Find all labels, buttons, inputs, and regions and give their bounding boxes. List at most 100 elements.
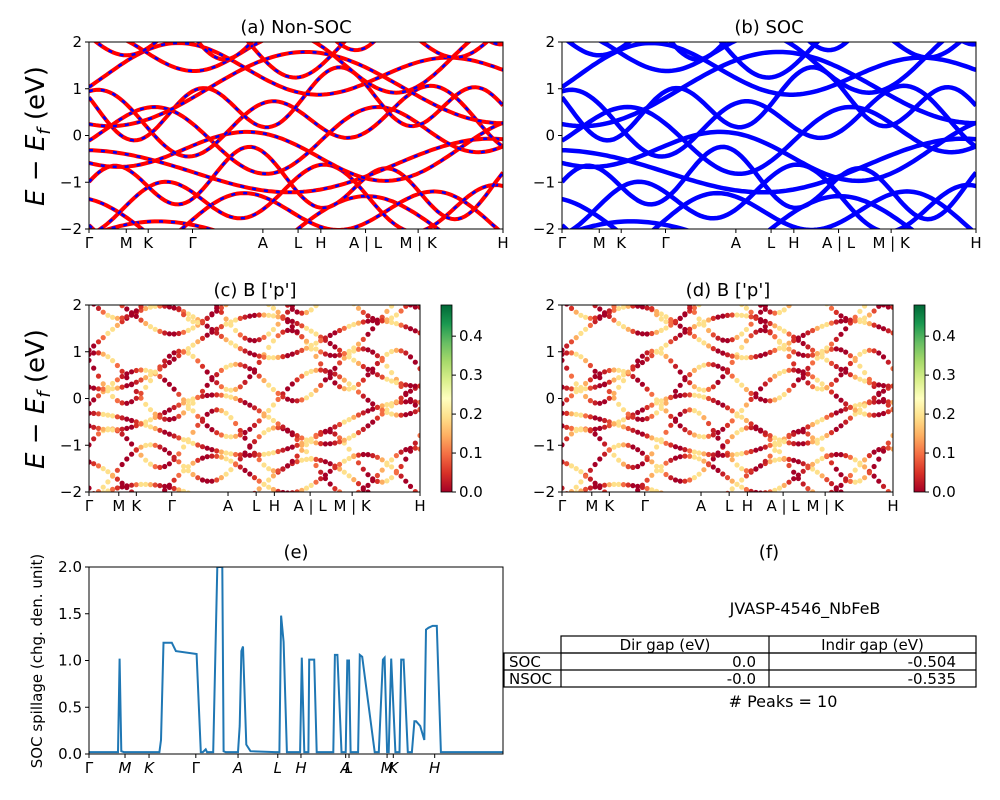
band-point: [91, 297, 96, 302]
band-point: [95, 393, 102, 399]
band-point: [247, 366, 253, 372]
band-point: [261, 334, 267, 340]
band-point: [242, 500, 247, 505]
band-point: [668, 442, 674, 448]
table-row-label: SOC: [509, 653, 541, 671]
band-point: [805, 371, 811, 377]
band-point: [730, 272, 735, 277]
band-point: [635, 358, 641, 364]
band-point: [885, 409, 891, 415]
band-point: [143, 367, 149, 373]
band-point: [786, 462, 792, 469]
band-point: [143, 299, 148, 304]
band-point: [824, 522, 829, 527]
band-point: [143, 401, 149, 407]
band-point: [606, 395, 612, 401]
band-point: [739, 305, 745, 308]
band-point: [730, 520, 735, 525]
band-point: [119, 368, 125, 374]
band-point: [862, 319, 868, 325]
band-point: [204, 411, 210, 417]
band-point: [739, 331, 745, 337]
band-point: [639, 331, 646, 337]
band-point: [261, 430, 267, 436]
band-point: [337, 439, 343, 445]
xtick-label: A | L: [766, 497, 800, 515]
band-point: [365, 452, 371, 458]
band-point: [871, 473, 877, 479]
band-point: [171, 416, 177, 422]
band-point: [786, 440, 792, 446]
band-point: [309, 529, 314, 534]
band-point: [379, 374, 385, 380]
band-point: [697, 517, 702, 522]
band-point: [332, 424, 338, 430]
band-point: [729, 337, 735, 343]
band-point: [715, 515, 720, 520]
band-point: [417, 287, 422, 292]
xtick-label: K: [388, 759, 399, 777]
band-point: [592, 480, 598, 486]
band-point: [758, 309, 764, 315]
band-point: [100, 351, 106, 357]
band-point: [322, 429, 328, 435]
band-point: [668, 475, 674, 481]
band-point: [767, 309, 773, 315]
band-point: [635, 416, 641, 422]
band-point: [360, 486, 366, 492]
band-point: [374, 472, 380, 479]
ytick-label: 1: [72, 343, 82, 361]
band-point: [86, 294, 91, 299]
band-point: [247, 426, 253, 432]
band-point: [562, 351, 565, 357]
band-point: [880, 396, 887, 403]
band-point: [654, 463, 660, 469]
band-point: [413, 285, 418, 290]
band-point: [776, 338, 783, 344]
band-point: [568, 339, 575, 345]
band-point: [110, 380, 116, 387]
band-point: [91, 436, 97, 442]
band-point: [195, 339, 201, 345]
band-point: [337, 421, 343, 428]
band-point: [143, 503, 148, 508]
ytick-label: −2: [60, 220, 82, 238]
band-point: [668, 422, 674, 428]
band-point: [374, 360, 380, 367]
band-point: [327, 340, 333, 347]
band-point: [355, 430, 362, 436]
band-point: [677, 445, 683, 451]
band-point: [105, 427, 111, 433]
band-point: [399, 294, 404, 299]
band-point: [796, 528, 801, 533]
band-point: [347, 297, 352, 302]
band-point: [866, 380, 873, 386]
panel-e-spillage: [89, 567, 503, 754]
band-point: [682, 392, 688, 398]
band-point: [734, 481, 740, 487]
band-point: [847, 472, 854, 479]
band-point: [389, 464, 395, 470]
band-point: [380, 265, 385, 270]
band-point: [360, 377, 366, 383]
band-point: [280, 394, 286, 400]
band-point: [743, 402, 750, 408]
band-point: [852, 467, 858, 473]
band-point: [351, 453, 357, 459]
band-point: [795, 429, 802, 435]
band-point: [289, 490, 295, 492]
band-point: [228, 458, 234, 464]
band-point: [199, 363, 206, 369]
band-point: [810, 352, 816, 358]
panel-e-ylabel: SOC spillage (chg. den. unit): [28, 554, 46, 769]
band-point: [346, 354, 352, 360]
band-point: [294, 398, 300, 404]
band-point: [706, 511, 711, 516]
band-point: [564, 350, 570, 356]
band-point: [119, 400, 125, 406]
band-point: [247, 374, 253, 380]
band-point: [880, 410, 887, 417]
band-point: [621, 501, 626, 506]
band-point: [147, 442, 154, 448]
band-point: [611, 367, 617, 373]
